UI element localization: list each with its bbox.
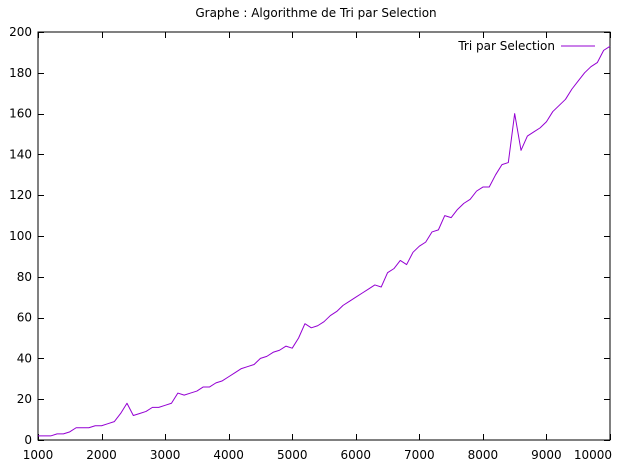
x-tick-label-4000: 4000 [213, 448, 244, 462]
x-tick-label-10000: 10000 [574, 448, 612, 462]
x-tick-label-9000: 9000 [531, 448, 562, 462]
y-tick-label-200: 200 [9, 25, 32, 39]
y-tick-label-120: 120 [9, 188, 32, 202]
x-tick-label-6000: 6000 [341, 448, 372, 462]
tick-marks [38, 32, 611, 441]
x-tick-label-5000: 5000 [277, 448, 308, 462]
tick-labels: 1000 2000 3000 4000 5000 6000 7000 8000 9000 1000… [9, 25, 612, 462]
y-tick-label-60: 60 [17, 311, 32, 325]
y-tick-label-40: 40 [17, 351, 32, 365]
y-tick-label-180: 180 [9, 66, 32, 80]
y-tick-label-140: 140 [9, 147, 32, 161]
y-tick-label-160: 160 [9, 107, 32, 121]
axes [37, 31, 611, 441]
chart-title: Graphe : Algorithme de Tri par Selection [195, 6, 436, 20]
y-tick-label-80: 80 [17, 270, 32, 284]
x-tick-label-8000: 8000 [468, 448, 499, 462]
x-tick-label-2000: 2000 [86, 448, 117, 462]
y-tick-label-0: 0 [24, 433, 32, 447]
series-lines [38, 45, 611, 437]
legend: Tri par Selection [457, 39, 595, 53]
x-tick-label-3000: 3000 [150, 448, 181, 462]
x-tick-label-1000: 1000 [23, 448, 54, 462]
plot-frame [37, 31, 611, 441]
y-tick-label-100: 100 [9, 229, 32, 243]
series-line-0 [38, 45, 611, 437]
x-tick-label-7000: 7000 [404, 448, 435, 462]
y-tick-label-20: 20 [17, 392, 32, 406]
legend-label-tri-par-selection: Tri par Selection [457, 39, 555, 53]
